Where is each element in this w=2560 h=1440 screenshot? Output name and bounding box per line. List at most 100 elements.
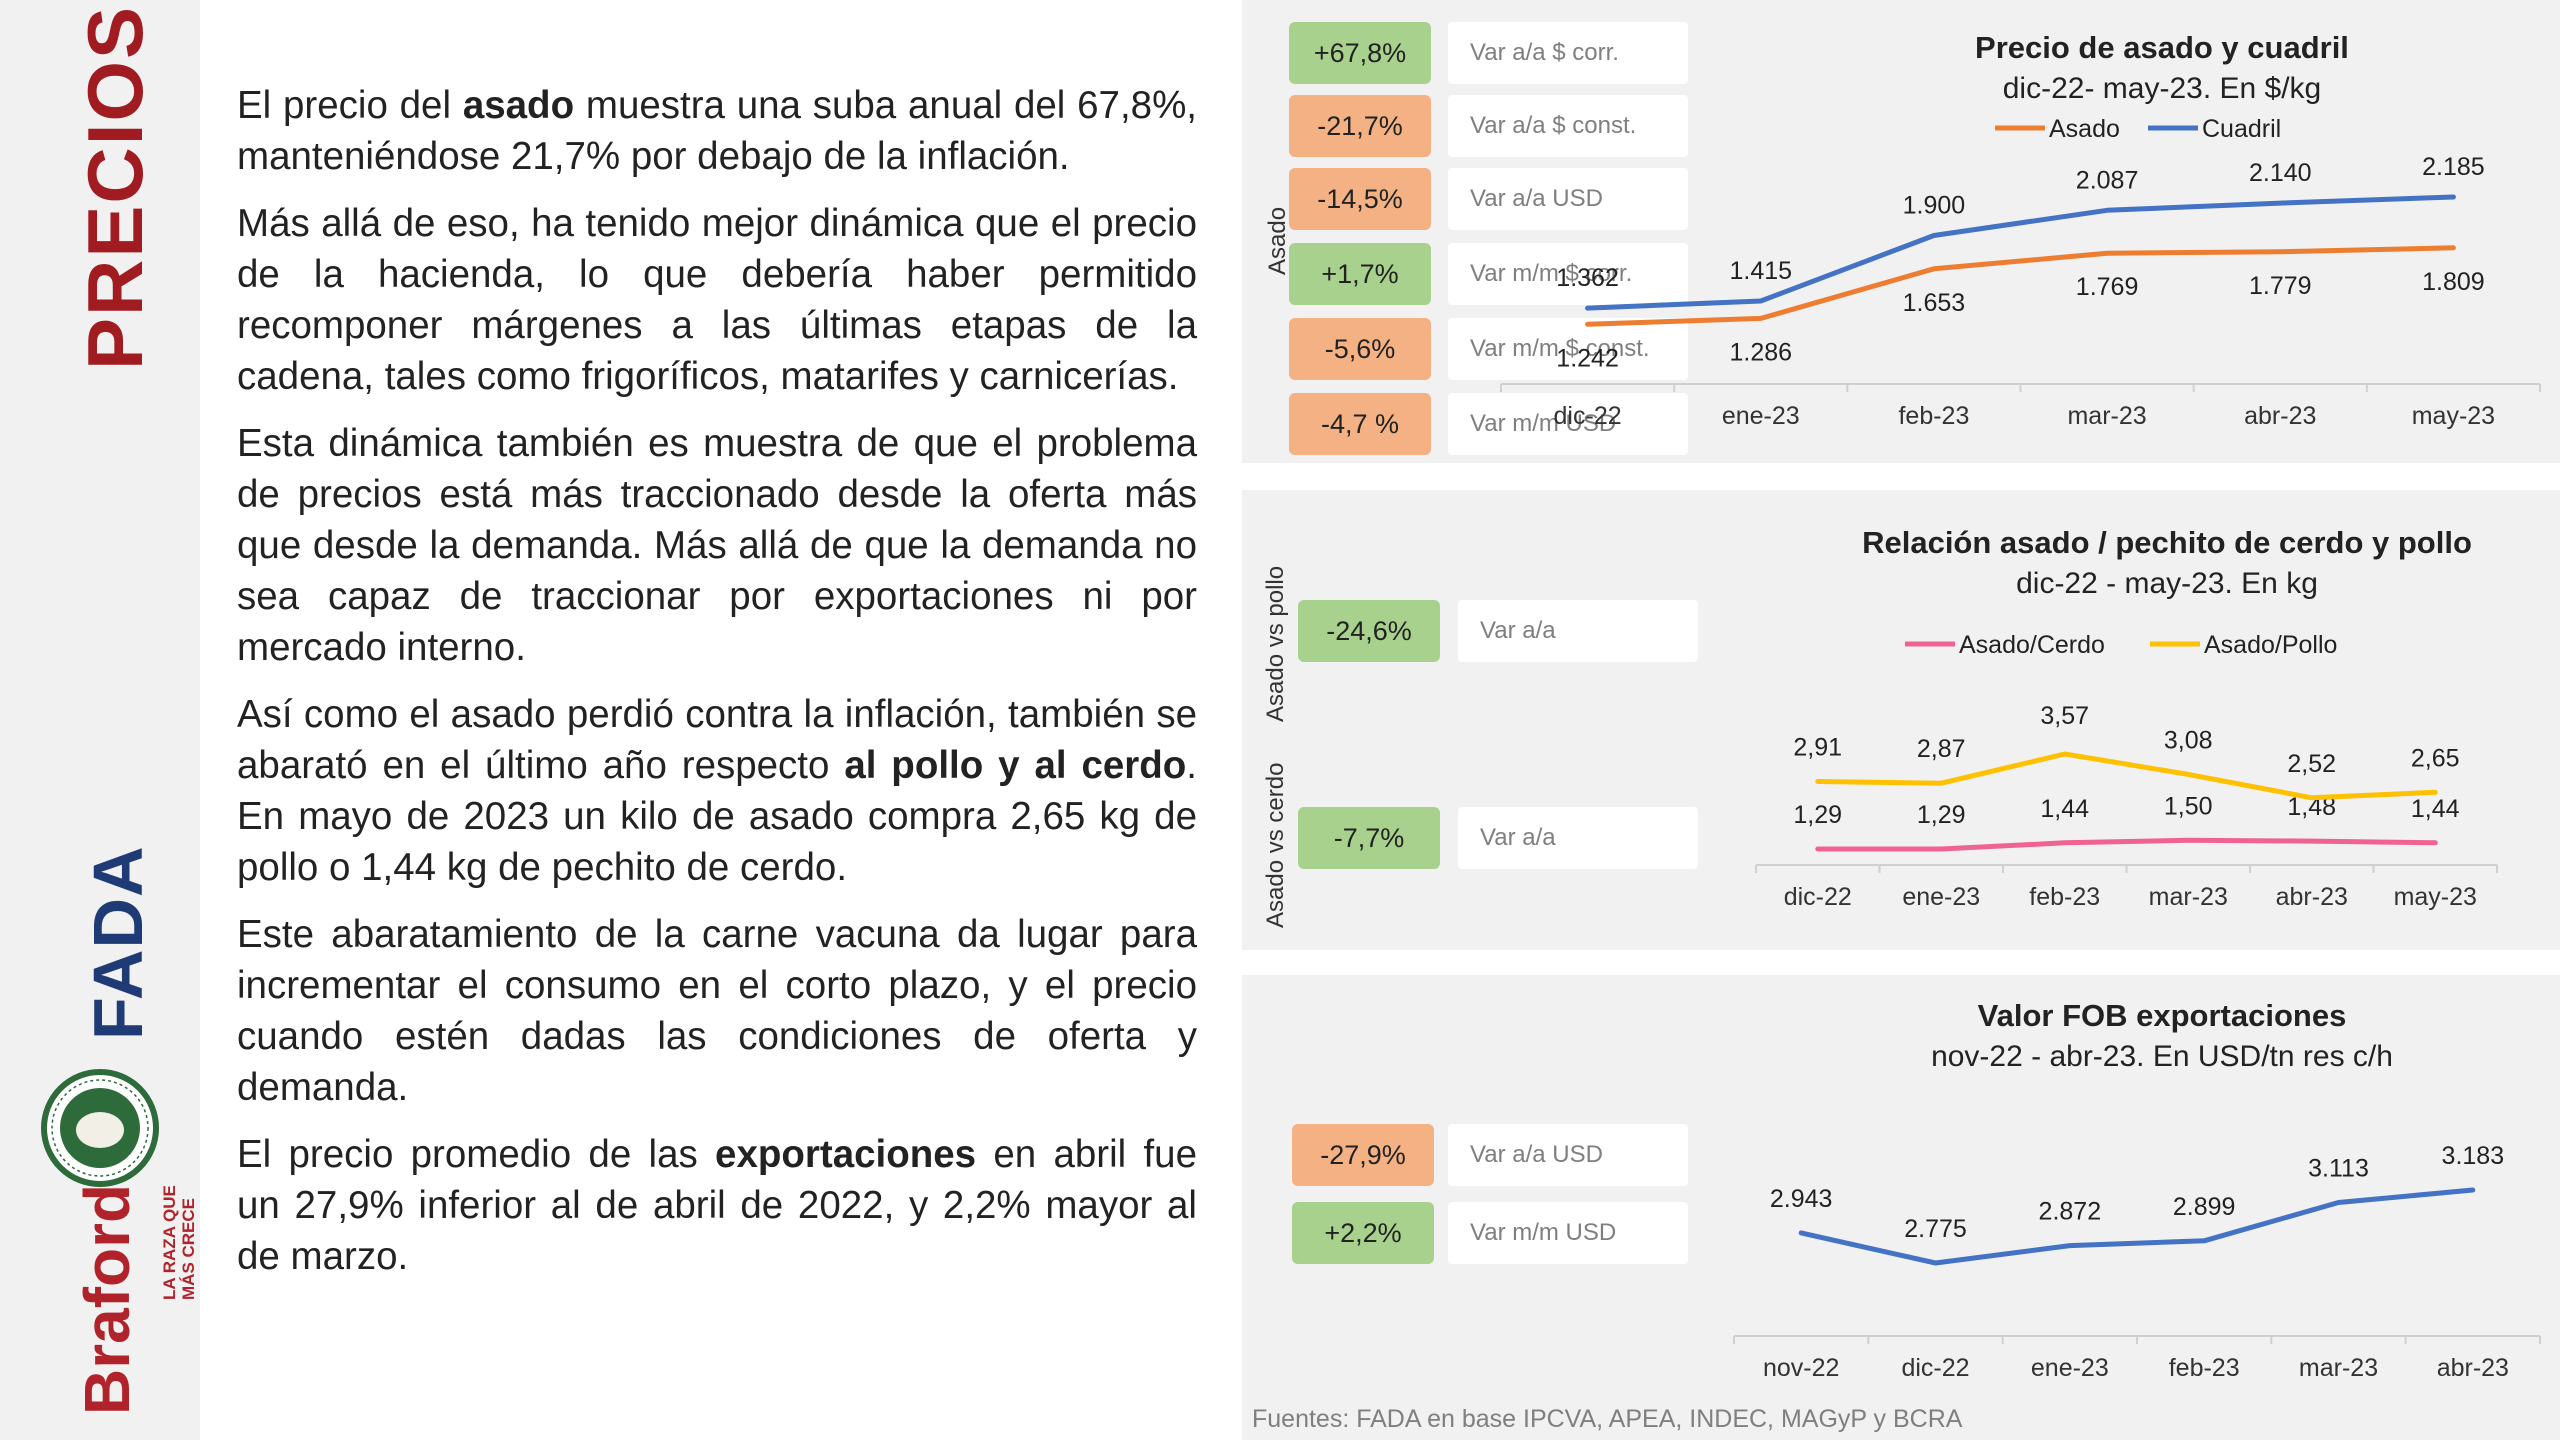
data-label: 2.872 (2039, 1198, 2102, 1226)
x-tick-label: ene-23 (1722, 402, 1800, 430)
section-title: PRECIOS (71, 4, 159, 370)
x-tick-label: abr-23 (2437, 1354, 2509, 1382)
data-label: 2.899 (2173, 1193, 2236, 1221)
fob-export-panel: -27,9% Var a/a USD +2,2% Var m/m USD Val… (1242, 975, 2560, 1440)
kpi-label: Var m/m USD (1448, 1202, 1688, 1264)
data-label: 1,44 (2411, 795, 2460, 823)
x-tick-label: ene-23 (2031, 1354, 2109, 1382)
kpi-label: Var a/a $ const. (1448, 95, 1688, 157)
braford-logo: Braford (71, 1183, 143, 1415)
bold-text: exportaciones (715, 1133, 977, 1176)
x-tick-label: may-23 (2394, 883, 2477, 911)
kpi-label: Var a/a (1458, 807, 1698, 869)
x-tick-label: ene-23 (1902, 883, 1980, 911)
paragraph: Esta dinámica también es muestra de que … (237, 422, 1197, 669)
bold-text: al pollo y al cerdo (844, 744, 1187, 787)
kpi-label: Var a/a USD (1448, 168, 1688, 230)
data-label: 1,50 (2164, 792, 2213, 820)
data-label: 2,91 (1793, 734, 1842, 762)
paragraph: Este abaratamiento de la carne vacuna da… (237, 913, 1197, 1109)
text-span: El precio promedio de las (237, 1133, 716, 1176)
series-line (1585, 194, 2456, 311)
x-tick-label: abr-23 (2244, 402, 2316, 430)
kpi-value: -27,9% (1292, 1124, 1434, 1186)
data-label: 1.415 (1729, 257, 1792, 285)
text-span: Así como el asado perdió contra la infla… (237, 693, 1197, 787)
data-label: 3.183 (2442, 1142, 2505, 1170)
fob-chart: nov-22 dic-22 ene-23 feb-23 mar-23 abr-23 2.94… (1733, 1142, 2541, 1382)
kpi-value: -14,5% (1289, 168, 1431, 230)
chart-title: Precio de asado y cuadril (1975, 30, 2349, 65)
x-tick-label: feb-23 (2029, 883, 2100, 911)
chart-title: Valor FOB exportaciones (1977, 998, 2347, 1033)
legend-label: Asado (2049, 115, 2120, 143)
paragraph: El precio promedio de las exportaciones … (237, 1129, 1197, 1282)
kpi-value: -21,7% (1289, 95, 1431, 157)
kpi-value: -4,7 % (1289, 393, 1431, 455)
text-span: El precio del (237, 84, 463, 127)
body-text: El precio del asado muestra una suba anu… (237, 80, 1197, 1298)
text-span: . En mayo de 2023 un kilo de asado compr… (237, 744, 1197, 889)
x-tick-label: dic-22 (1784, 883, 1852, 911)
data-label: 1.779 (2249, 272, 2312, 300)
chart-title: Relación asado / pechito de cerdo y poll… (1862, 525, 2472, 560)
data-label: 1.242 (1556, 344, 1619, 372)
data-label: 1.900 (1903, 192, 1966, 220)
kpi-label: Var m/m $ corr. (1448, 243, 1688, 305)
paragraph: Más allá de eso, ha tenido mejor dinámic… (237, 202, 1197, 398)
data-label: 1.809 (2422, 268, 2485, 296)
series-line (1815, 751, 2438, 801)
braford-tagline-line: MÁS CRECE (179, 1197, 198, 1300)
kpi-value: +1,7% (1289, 243, 1431, 305)
sources-note: Fuentes: FADA en base IPCVA, APEA, INDEC… (1252, 1405, 1963, 1433)
sidebar: PRECIOS FADA Braford LA RAZA QUE MÁS CRE… (0, 0, 200, 1440)
legend-label: Asado/Cerdo (1959, 631, 2105, 659)
paragraph: El precio del asado muestra una suba anu… (237, 80, 1197, 182)
kpi-value: -24,6% (1298, 600, 1440, 662)
bold-text: asado (462, 84, 575, 127)
braford-tagline: LA RAZA QUE MÁS CRECE (160, 1185, 198, 1300)
x-tick-label: abr-23 (2276, 883, 2348, 911)
chart-subtitle: dic-22- may-23. En $/kg (2002, 72, 2322, 105)
x-tick-label: mar-23 (2299, 1354, 2378, 1382)
data-label: 1,29 (1917, 801, 1966, 829)
legend-label: Asado/Pollo (2204, 631, 2337, 659)
data-label: 2,65 (2411, 744, 2460, 772)
kpi-value: +2,2% (1292, 1202, 1434, 1264)
series-line (1798, 1187, 2476, 1266)
series-line (1585, 245, 2456, 327)
series-line (1815, 837, 2438, 852)
x-tick-label: may-23 (2412, 402, 2495, 430)
asado-ratio-panel: Asado vs pollo Asado vs cerdo -24,6% Var… (1242, 490, 2560, 950)
data-label: 1,44 (2040, 795, 2089, 823)
data-label: 2.140 (2249, 159, 2312, 187)
text-span: muestra una suba anual del 67,8%, manten… (237, 84, 1197, 178)
text-span: en abril fue un 27,9% inferior al de abr… (237, 1133, 1198, 1278)
data-label: 1,29 (1793, 801, 1842, 829)
fada-logo: FADA (79, 845, 157, 1040)
kpi-label: Var a/a $ corr. (1448, 22, 1688, 84)
data-label: 1.769 (2076, 273, 2139, 301)
x-tick-label: dic-22 (1901, 1354, 1969, 1382)
data-label: 1.286 (1729, 338, 1792, 366)
data-label: 3,57 (2040, 702, 2089, 730)
kpi-value: -7,7% (1298, 807, 1440, 869)
data-label: 1.653 (1903, 289, 1966, 317)
kpi-label: Var a/a (1458, 600, 1698, 662)
data-label: 3,08 (2164, 726, 2213, 754)
kpi-label: Var a/a USD (1448, 1124, 1688, 1186)
data-label: 2.775 (1904, 1215, 1967, 1243)
legend-label: Cuadril (2202, 115, 2281, 143)
data-label: 2,52 (2287, 750, 2336, 778)
chart-subtitle: nov-22 - abr-23. En USD/tn res c/h (1931, 1040, 2393, 1073)
x-tick-label: mar-23 (2067, 402, 2146, 430)
data-label: 2,87 (1917, 735, 1966, 763)
kpi-value: +67,8% (1289, 22, 1431, 84)
braford-tagline-line: LA RAZA QUE (160, 1185, 179, 1300)
data-label: 1.362 (1556, 264, 1619, 292)
data-label: 2.087 (2076, 166, 2139, 194)
data-label: 2.943 (1770, 1185, 1833, 1213)
hereford-seal-logo (41, 1069, 159, 1187)
chart-subtitle: dic-22 - may-23. En kg (2016, 567, 2318, 600)
x-tick-label: feb-23 (1898, 402, 1969, 430)
